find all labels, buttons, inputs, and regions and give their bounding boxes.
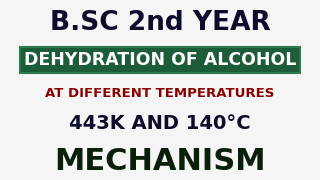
Text: MECHANISM: MECHANISM [54,147,266,177]
Text: 443K AND 140°C: 443K AND 140°C [69,114,251,133]
Text: DEHYDRATION OF ALCOHOL: DEHYDRATION OF ALCOHOL [24,51,296,69]
Text: AT DIFFERENT TEMPERATURES: AT DIFFERENT TEMPERATURES [45,87,275,100]
Text: B.SC 2nd YEAR: B.SC 2nd YEAR [50,10,270,36]
